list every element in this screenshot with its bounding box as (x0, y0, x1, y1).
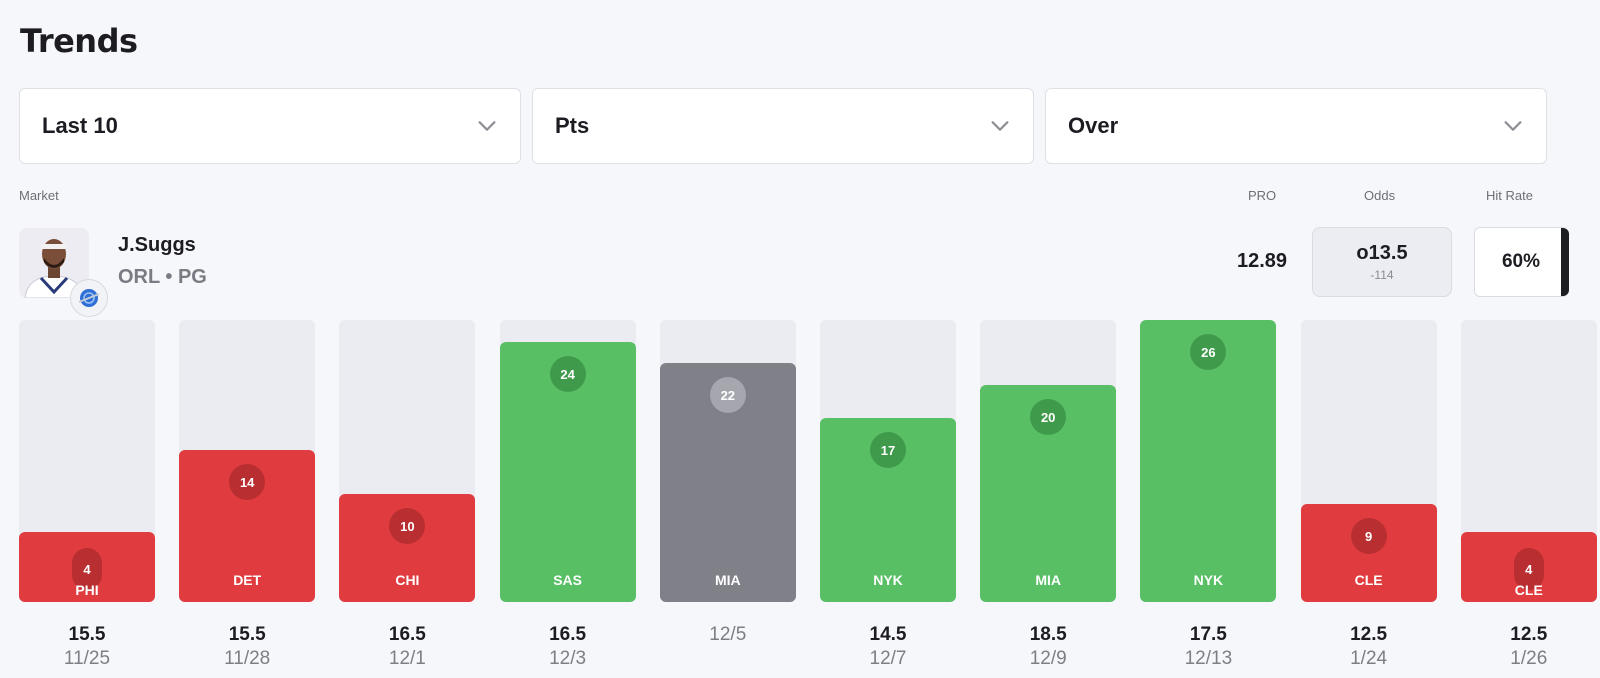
odds-line: o13.5 (1356, 242, 1408, 264)
odds-header: Odds (1364, 188, 1396, 203)
side-dropdown[interactable]: Over (1045, 88, 1547, 164)
bar-game-3[interactable]: 10 CHI (339, 320, 476, 602)
bar-fill: 9 CLE (1300, 504, 1437, 602)
bar-game-7[interactable]: 20 MIA (980, 320, 1117, 602)
bar-fill: 10 CHI (339, 494, 476, 602)
line-value: 16.5 (388, 624, 426, 645)
value-bubble: 20 (1030, 399, 1067, 435)
opponent-label: DET (233, 572, 262, 588)
game-date: 1/26 (1510, 648, 1548, 669)
player-team-position: ORL • PG (118, 266, 207, 288)
stat-dropdown[interactable]: Pts (532, 88, 1034, 164)
opponent-label: NYK (873, 572, 903, 588)
game-date: 12/9 (1029, 648, 1067, 669)
bar-game-6[interactable]: 17 NYK (820, 320, 956, 602)
opponent-label: CHI (395, 572, 420, 588)
pro-value: 12.89 (1237, 250, 1288, 272)
game-date: 12/7 (869, 648, 907, 669)
bar-fill: 4 CLE (1460, 532, 1597, 602)
value-bubble: 4 (1513, 548, 1544, 590)
opponent-label: MIA (714, 572, 741, 588)
opponent-label: SAS (553, 572, 582, 588)
range-dropdown-label: Last 10 (42, 113, 118, 138)
stat-dropdown-label: Pts (555, 113, 590, 138)
value-bubble: 24 (549, 356, 586, 392)
value-bubble: 14 (229, 464, 266, 500)
game-date: 12/13 (1184, 648, 1233, 669)
bar-fill: 20 MIA (980, 385, 1117, 602)
hit-rate-accent (1561, 228, 1569, 296)
value-bubble: 9 (1350, 518, 1387, 554)
opponent-label: CLE (1354, 572, 1383, 588)
line-value: 15.5 (68, 624, 106, 645)
player-avatar (19, 228, 89, 298)
opponent-label: PHI (75, 582, 99, 598)
bar-game-9[interactable]: 9 CLE (1300, 320, 1437, 602)
line-value: 15.5 (228, 624, 266, 645)
line-value: 18.5 (1029, 624, 1067, 645)
chevron-down-icon (991, 121, 1009, 131)
market-header: Market (19, 188, 59, 203)
opponent-label: NYK (1193, 572, 1224, 588)
line-value: 16.5 (549, 624, 587, 645)
page-title: Trends (20, 22, 138, 60)
game-date: 12/3 (549, 648, 587, 669)
game-date: 1/24 (1350, 648, 1388, 669)
game-date: 12/5 (709, 624, 747, 645)
bar-fill: 26 NYK (1140, 320, 1277, 602)
bar-game-5[interactable]: 22 MIA (659, 320, 796, 602)
bar-game-1[interactable]: 4 PHI (19, 320, 155, 602)
bar-fill: 14 DET (179, 450, 316, 602)
bar-game-8[interactable]: 26 NYK (1140, 320, 1277, 602)
opponent-label: MIA (1035, 572, 1062, 588)
bar-fill: 22 MIA (659, 363, 796, 602)
pro-header: PRO (1248, 188, 1277, 203)
value-bubble: 4 (72, 548, 102, 590)
value-bubble: 10 (389, 508, 426, 544)
odds-price: -114 (1370, 268, 1394, 282)
game-date: 12/1 (388, 648, 426, 669)
value-bubble: 26 (1190, 334, 1227, 370)
line-value: 12.5 (1510, 624, 1548, 645)
range-dropdown[interactable]: Last 10 (19, 88, 521, 164)
player-name[interactable]: J.Suggs (118, 234, 196, 256)
bar-game-4[interactable]: 24 SAS (499, 320, 636, 602)
bar-fill: 17 NYK (820, 418, 956, 602)
side-dropdown-label: Over (1068, 113, 1119, 138)
line-value: 14.5 (869, 624, 907, 645)
bar-fill: 4 PHI (19, 532, 155, 602)
game-date: 11/28 (224, 648, 271, 669)
line-value: 12.5 (1350, 624, 1388, 645)
line-value: 17.5 (1189, 624, 1227, 645)
bar-game-10[interactable]: 4 CLE (1460, 320, 1597, 602)
chevron-down-icon (1504, 121, 1522, 131)
opponent-label: CLE (1514, 582, 1543, 598)
team-logo (70, 279, 108, 317)
chevron-down-icon (478, 121, 496, 131)
game-date: 11/25 (63, 648, 111, 669)
odds-button[interactable]: o13.5 -114 (1312, 227, 1452, 297)
bar-fill: 24 SAS (499, 342, 636, 602)
value-bubble: 17 (870, 432, 906, 468)
hit-rate-header: Hit Rate (1486, 188, 1533, 203)
hit-rate-value: 60% (1474, 227, 1568, 297)
value-bubble: 22 (709, 377, 746, 413)
bar-game-2[interactable]: 14 DET (179, 320, 316, 602)
